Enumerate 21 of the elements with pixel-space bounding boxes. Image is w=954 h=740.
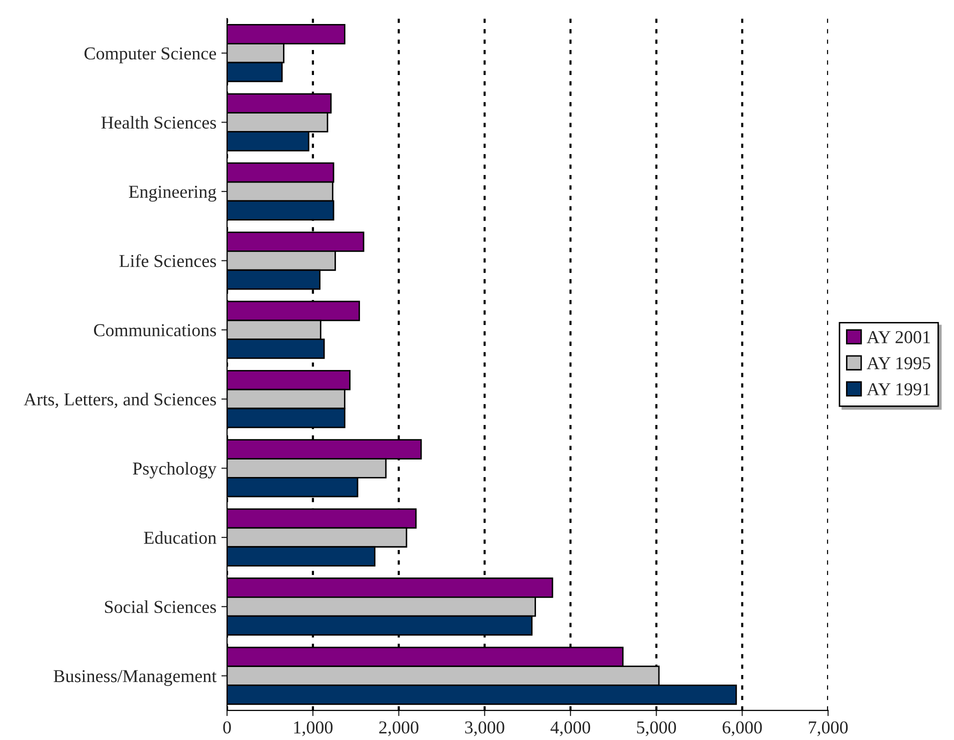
x-tick-label: 3,000 bbox=[465, 721, 504, 736]
y-tick-label: Business/Management bbox=[54, 670, 217, 686]
x-tick-label: 4,000 bbox=[550, 721, 590, 736]
y-tick-label: Engineering bbox=[128, 186, 216, 202]
x-tick-label: 6,000 bbox=[722, 721, 762, 736]
y-tick-label: Health Sciences bbox=[101, 116, 216, 129]
x-tick-label: 5,000 bbox=[637, 721, 676, 736]
x-tick-label: 0 bbox=[223, 721, 231, 734]
x-tick-label: 7,000 bbox=[808, 721, 848, 736]
y-tick-label: Education bbox=[144, 531, 216, 544]
y-tick-label: Psychology bbox=[132, 462, 217, 478]
y-tick-label: Social Sciences bbox=[105, 600, 216, 614]
legend-label: AY 2001 bbox=[866, 331, 930, 344]
y-tick-label: Computer Science bbox=[84, 47, 216, 64]
legend-label: AY 1991 bbox=[866, 383, 930, 396]
x-tick-label: 1,000 bbox=[294, 721, 333, 736]
y-tick-label: Communications bbox=[94, 324, 216, 336]
x-tick-label: 2,000 bbox=[379, 721, 418, 736]
y-tick-label: Life Sciences bbox=[119, 254, 216, 268]
y-tick-label: Arts, Letters, and Sciences bbox=[24, 392, 216, 408]
legend-label: AY 1995 bbox=[866, 357, 930, 370]
